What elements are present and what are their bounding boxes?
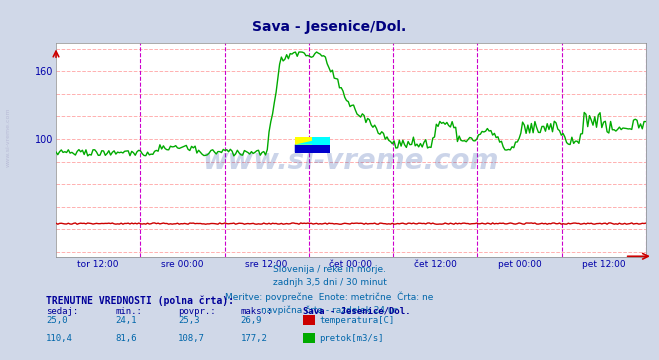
Text: Sava - Jesenice/Dol.: Sava - Jesenice/Dol. <box>252 20 407 34</box>
Text: 108,7: 108,7 <box>178 334 205 343</box>
Text: 26,9: 26,9 <box>241 316 262 325</box>
Text: www.si-vreme.com: www.si-vreme.com <box>203 147 499 175</box>
Text: Slovenija / reke in morje.: Slovenija / reke in morje. <box>273 265 386 274</box>
Text: povpr.:: povpr.: <box>178 307 215 316</box>
Text: maks.:: maks.: <box>241 307 273 316</box>
Polygon shape <box>295 145 330 153</box>
Text: 25,3: 25,3 <box>178 316 200 325</box>
Text: Meritve: povprečne  Enote: metrične  Črta: ne: Meritve: povprečne Enote: metrične Črta:… <box>225 292 434 302</box>
Text: 24,1: 24,1 <box>115 316 137 325</box>
Text: Sava - Jesenice/Dol.: Sava - Jesenice/Dol. <box>303 307 411 316</box>
Text: min.:: min.: <box>115 307 142 316</box>
Text: www.si-vreme.com: www.si-vreme.com <box>5 107 11 167</box>
Text: 110,4: 110,4 <box>46 334 73 343</box>
Bar <box>312 137 330 145</box>
Text: 25,0: 25,0 <box>46 316 68 325</box>
Bar <box>295 145 330 153</box>
Text: temperatura[C]: temperatura[C] <box>320 316 395 325</box>
Text: zadnjh 3,5 dni / 30 minut: zadnjh 3,5 dni / 30 minut <box>273 278 386 287</box>
Polygon shape <box>295 137 330 145</box>
Text: pretok[m3/s]: pretok[m3/s] <box>320 334 384 343</box>
Text: 177,2: 177,2 <box>241 334 268 343</box>
Text: navpična črta - razdelek 24 ur: navpična črta - razdelek 24 ur <box>262 306 397 315</box>
Bar <box>295 137 312 145</box>
Text: 81,6: 81,6 <box>115 334 137 343</box>
Text: TRENUTNE VREDNOSTI (polna črta):: TRENUTNE VREDNOSTI (polna črta): <box>46 296 234 306</box>
Text: sedaj:: sedaj: <box>46 307 78 316</box>
